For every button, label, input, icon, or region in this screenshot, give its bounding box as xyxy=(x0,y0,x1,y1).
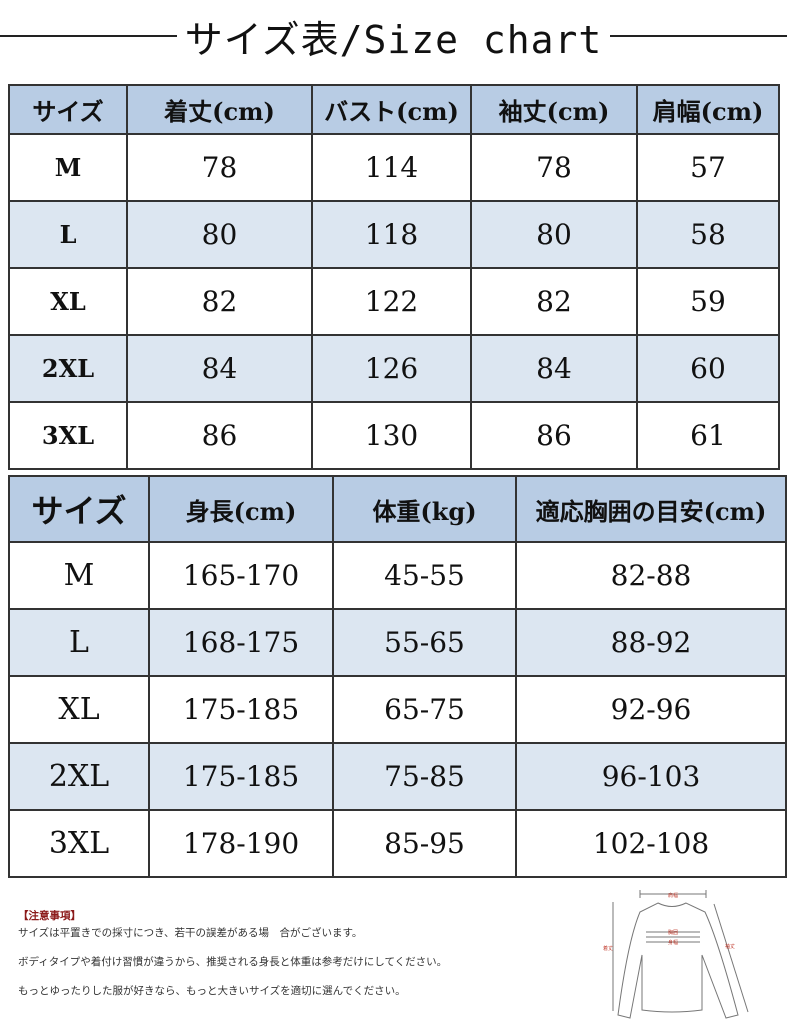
column-header: 肩幅(cm) xyxy=(636,84,780,135)
table-row: L 168-175 55-65 88-92 xyxy=(8,608,787,677)
title-rule-left xyxy=(0,35,177,37)
value-cell: 175-185 xyxy=(148,742,334,811)
value-cell: 82 xyxy=(126,267,313,336)
size-cell: M xyxy=(8,541,150,610)
body-fit-table: サイズ 身長(cm) 体重(kg) 適応胸囲の目安(cm) M 165-170 45-55 8… xyxy=(8,475,787,878)
value-cell: 118 xyxy=(311,200,472,269)
value-cell: 82 xyxy=(470,267,638,336)
table-row: 2XL 175-185 75-85 96-103 xyxy=(8,742,787,811)
size-cell: 2XL xyxy=(8,334,128,403)
value-cell: 86 xyxy=(470,401,638,470)
value-cell: 126 xyxy=(311,334,472,403)
size-cell: XL xyxy=(8,267,128,336)
note-line: サイズは平置きでの採寸につき、若干の誤差がある場 合がございます。 xyxy=(18,927,363,939)
value-cell: 78 xyxy=(126,133,313,202)
label-chest: 胸囲 xyxy=(668,929,678,936)
table-row: L 80 118 80 58 xyxy=(8,200,780,269)
size-cell: L xyxy=(8,200,128,269)
value-cell: 45-55 xyxy=(332,541,517,610)
table-row: 2XL 84 126 84 60 xyxy=(8,334,780,403)
value-cell: 165-170 xyxy=(148,541,334,610)
table-row: 3XL 178-190 85-95 102-108 xyxy=(8,809,787,878)
size-cell: XL xyxy=(8,675,150,744)
header-row: サイズ 身長(cm) 体重(kg) 適応胸囲の目安(cm) xyxy=(8,475,787,543)
value-cell: 130 xyxy=(311,401,472,470)
size-cell: M xyxy=(8,133,128,202)
column-header: サイズ xyxy=(8,84,128,135)
value-cell: 168-175 xyxy=(148,608,334,677)
value-cell: 55-65 xyxy=(332,608,517,677)
header-row: サイズ 着丈(cm) バスト(cm) 袖丈(cm) 肩幅(cm) xyxy=(8,84,780,135)
value-cell: 80 xyxy=(126,200,313,269)
shirt-outline-icon xyxy=(612,890,749,1019)
label-body-width: 身幅 xyxy=(668,939,678,946)
value-cell: 80 xyxy=(470,200,638,269)
table-row: XL 82 122 82 59 xyxy=(8,267,780,336)
column-header: 適応胸囲の目安(cm) xyxy=(515,475,787,543)
column-header: 身長(cm) xyxy=(148,475,334,543)
note-line: ボディタイプや着付け習慣が違うから、推奨される身長と体重は参考だけにしてください… xyxy=(18,956,448,968)
value-cell: 92-96 xyxy=(515,675,787,744)
table-row: M 78 114 78 57 xyxy=(8,133,780,202)
value-cell: 175-185 xyxy=(148,675,334,744)
title-text: サイズ表/Size chart xyxy=(184,17,603,62)
label-length: 着丈 xyxy=(603,945,613,952)
value-cell: 85-95 xyxy=(332,809,517,878)
value-cell: 102-108 xyxy=(515,809,787,878)
garment-measurement-table: サイズ 着丈(cm) バスト(cm) 袖丈(cm) 肩幅(cm) M 78 114 78 57 L 8… xyxy=(8,84,780,470)
column-header: 体重(kg) xyxy=(332,475,517,543)
notes-heading: 【注意事項】 xyxy=(18,910,81,922)
size-chart-title: サイズ表/Size chart xyxy=(0,8,787,64)
size-cell: 3XL xyxy=(8,401,128,470)
value-cell: 59 xyxy=(636,267,780,336)
column-header: サイズ xyxy=(8,475,150,543)
column-header: 袖丈(cm) xyxy=(470,84,638,135)
notes-section: 【注意事項】 サイズは平置きでの採寸につき、若干の誤差がある場 合がございます。… xyxy=(18,908,447,1012)
value-cell: 57 xyxy=(636,133,780,202)
value-cell: 75-85 xyxy=(332,742,517,811)
value-cell: 78 xyxy=(470,133,638,202)
value-cell: 96-103 xyxy=(515,742,787,811)
value-cell: 60 xyxy=(636,334,780,403)
value-cell: 88-92 xyxy=(515,608,787,677)
size-cell: L xyxy=(8,608,150,677)
size-cell: 3XL xyxy=(8,809,150,878)
title-rule-right xyxy=(610,35,787,37)
label-sleeve: 袖丈 xyxy=(725,943,735,950)
value-cell: 114 xyxy=(311,133,472,202)
table-row: 3XL 86 130 86 61 xyxy=(8,401,780,470)
value-cell: 86 xyxy=(126,401,313,470)
value-cell: 84 xyxy=(126,334,313,403)
note-line: もっとゆったりした服が好きなら、もっと大きいサイズを適切に選んでください。 xyxy=(18,985,406,997)
value-cell: 84 xyxy=(470,334,638,403)
column-header: バスト(cm) xyxy=(311,84,472,135)
table-row: XL 175-185 65-75 92-96 xyxy=(8,675,787,744)
shirt-measurement-diagram: 肩幅 胸囲 身幅 着丈 袖丈 xyxy=(603,890,749,1019)
size-cell: 2XL xyxy=(8,742,150,811)
value-cell: 82-88 xyxy=(515,541,787,610)
value-cell: 58 xyxy=(636,200,780,269)
column-header: 着丈(cm) xyxy=(126,84,313,135)
value-cell: 122 xyxy=(311,267,472,336)
label-shoulder: 肩幅 xyxy=(668,892,678,899)
value-cell: 61 xyxy=(636,401,780,470)
value-cell: 178-190 xyxy=(148,809,334,878)
table-row: M 165-170 45-55 82-88 xyxy=(8,541,787,610)
value-cell: 65-75 xyxy=(332,675,517,744)
